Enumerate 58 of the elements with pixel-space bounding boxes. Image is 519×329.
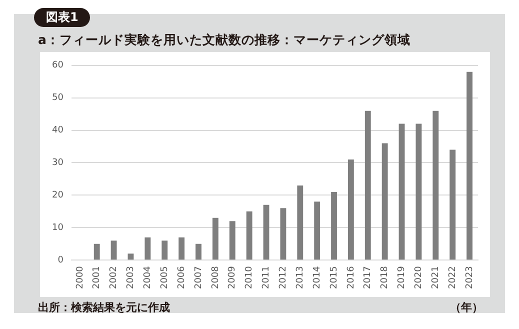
bar	[364, 110, 371, 260]
y-tick-label: 40	[52, 126, 64, 136]
bar	[229, 221, 236, 260]
x-tick-label: 2019	[397, 266, 408, 289]
x-tick-label: 2016	[346, 266, 356, 289]
bar	[196, 244, 202, 260]
x-tick-label: 2004	[143, 266, 154, 289]
bar	[398, 124, 405, 260]
x-tick-label: 2013	[295, 266, 306, 289]
x-tick-label: 2017	[363, 266, 374, 289]
x-tick-label: 2009	[228, 266, 238, 289]
bar	[416, 124, 422, 260]
bar	[348, 160, 354, 260]
y-tick-label: 20	[52, 190, 64, 201]
x-tick-label: 2005	[160, 266, 170, 289]
x-tick-label: 2023	[464, 266, 475, 289]
x-tick-label: 2010	[244, 266, 255, 289]
x-tick-label: 2015	[329, 266, 340, 289]
x-tick-label: 2001	[92, 266, 102, 289]
chart-title: 図表1	[34, 8, 90, 27]
x-tick-label: 2003	[126, 266, 136, 289]
bar	[128, 254, 134, 260]
bar	[246, 211, 252, 260]
bar	[144, 237, 151, 260]
bar	[263, 204, 270, 260]
x-tick-label: 2000	[75, 266, 86, 289]
bar	[382, 143, 388, 260]
bar	[432, 110, 439, 260]
x-tick-label: 2014	[312, 266, 322, 289]
y-tick-label: 0	[58, 255, 64, 266]
y-tick-label: 30	[52, 158, 64, 168]
bar	[450, 150, 456, 260]
x-tick-label: 2020	[414, 266, 424, 289]
y-tick-label: 10	[52, 222, 64, 233]
x-tick-label: 2021	[430, 266, 441, 289]
x-tick-label: 2008	[210, 266, 221, 289]
chart-subtitle: a：フィールド実験を用いた文献数の推移：マーケティング領域	[38, 32, 410, 49]
y-tick-label: 50	[52, 93, 64, 104]
x-tick-label: 2022	[448, 266, 458, 289]
x-axis-title: （年）	[450, 300, 483, 315]
bar	[280, 208, 286, 260]
bar	[178, 237, 185, 260]
bar	[162, 240, 168, 260]
bar	[466, 72, 472, 260]
x-tick-label: 2018	[380, 266, 390, 289]
bar	[314, 202, 320, 260]
x-tick-label: 2002	[109, 266, 120, 289]
x-tick-label: 2011	[262, 266, 272, 289]
bar	[94, 244, 100, 260]
x-tick-label: 2007	[194, 266, 204, 289]
x-tick-label: 2012	[278, 266, 289, 289]
x-tick-label: 2006	[176, 266, 187, 289]
text: 出所：検索結果を元に作成	[38, 300, 170, 315]
bar	[110, 240, 117, 260]
y-tick-label: 60	[52, 60, 64, 71]
bar	[297, 185, 304, 260]
bar	[212, 218, 218, 260]
bar	[331, 192, 337, 260]
